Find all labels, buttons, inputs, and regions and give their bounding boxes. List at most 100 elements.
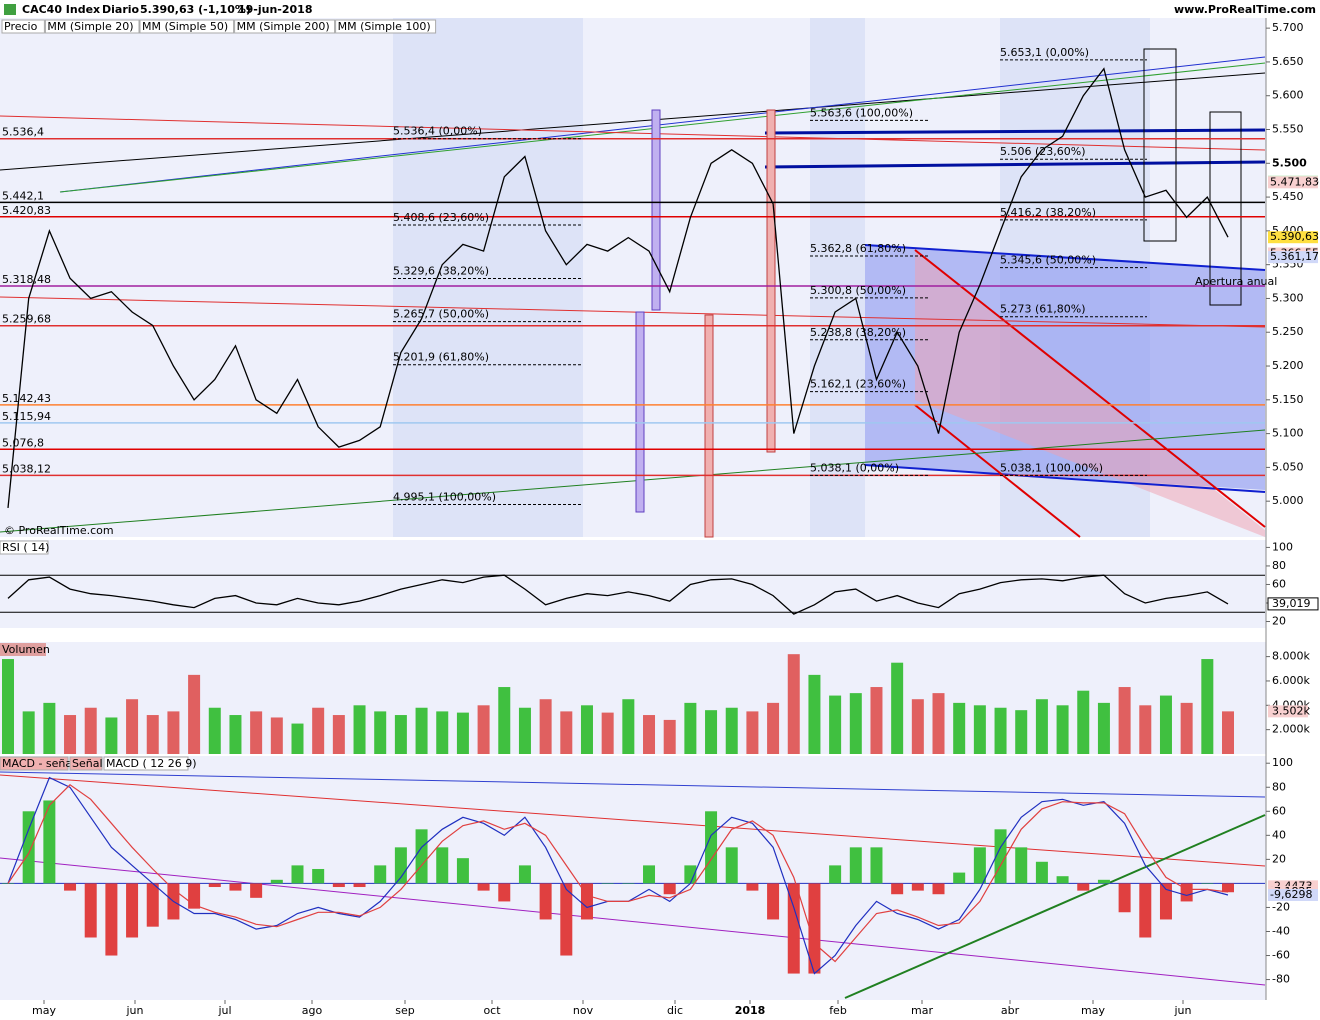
volume-bar [394, 715, 407, 754]
volume-bar [332, 715, 345, 754]
volume-bar [436, 711, 449, 754]
level-label: 5.038,12 [2, 462, 51, 475]
fib-zone [393, 18, 583, 537]
volume-bar [725, 707, 738, 754]
legend-entry: MM (Simple 50) [142, 20, 228, 33]
y-tick-label: 5.500 [1272, 156, 1307, 169]
volume-bar [663, 719, 676, 754]
trend-line [59, 62, 1266, 193]
fib-label: 5.408,6 (23,60%) [393, 211, 489, 224]
fib-label: 5.362,8 (61,80%) [810, 242, 906, 255]
histogram-bar [456, 858, 469, 884]
histogram-bar [270, 879, 283, 884]
level-label: 5.420,83 [2, 204, 51, 217]
legend-box [44, 19, 140, 34]
fib-label: 5.273 (61,80%) [1000, 303, 1086, 316]
histogram-bar [684, 865, 697, 884]
volume-bar [767, 702, 780, 754]
histogram-bar [353, 883, 366, 888]
legend-box [335, 19, 437, 34]
histogram-bar [1201, 883, 1214, 884]
highlight [1143, 48, 1177, 242]
value-tag [1268, 251, 1318, 264]
volume-bar [353, 705, 366, 754]
histogram-bar [767, 883, 780, 920]
x-tick-label: dic [667, 1004, 683, 1017]
value-tag-label: -9,6298 [1270, 888, 1312, 901]
histogram-bar [64, 883, 77, 891]
volume-bar [374, 711, 387, 754]
legend-box [103, 756, 189, 771]
y-tick-label: 5.100 [1272, 427, 1304, 440]
histogram-bar [1056, 876, 1069, 884]
y-tick-label: 100 [1272, 540, 1293, 553]
fib-label: 5.416,2 (38,20%) [1000, 206, 1096, 219]
y-tick-label: 100 [1272, 756, 1293, 769]
histogram-bar [415, 829, 428, 884]
y-tick-label: 5.050 [1272, 460, 1304, 473]
symbol: CAC40 Index [22, 3, 100, 16]
histogram-bar [539, 883, 552, 920]
y-tick-label: 60 [1272, 804, 1286, 817]
histogram-bar [891, 883, 904, 895]
fib-label: 5.238,8 (38,20%) [810, 326, 906, 339]
volume-bar [891, 662, 904, 754]
channel [915, 250, 1265, 537]
volume-bar [43, 702, 56, 754]
histogram-bar [146, 883, 159, 927]
y-tick-label: 5.200 [1272, 359, 1304, 372]
volume-bar [64, 715, 77, 754]
histogram-bar [1180, 883, 1193, 902]
fib-label: 5.563,6 (100,00%) [810, 106, 913, 119]
volume-bar [22, 711, 35, 754]
x-tick-label: feb [829, 1004, 847, 1017]
x-tick-label: jun [126, 1004, 144, 1017]
volume-bar [705, 710, 718, 754]
histogram-bar [374, 865, 387, 884]
panel-title: Volumen [2, 643, 50, 656]
fib-label: 5.201,9 (61,80%) [393, 351, 489, 364]
value-tag-label: 39,019 [1272, 597, 1311, 610]
value-tag [1268, 231, 1318, 244]
histogram-bar [518, 865, 531, 884]
x-tick-label: jun [1174, 1004, 1192, 1017]
volume-bar [973, 705, 986, 754]
volume-bar [932, 693, 945, 754]
volume-bar [456, 712, 469, 754]
y-tick-label: -20 [1272, 900, 1290, 913]
volume-bar [994, 707, 1007, 754]
histogram-bar [250, 883, 263, 898]
histogram-bar [663, 883, 676, 895]
volume-bar [126, 699, 139, 754]
volume-bar [911, 699, 924, 754]
y-tick-label: -60 [1272, 949, 1290, 962]
site: www.ProRealTime.com [1174, 3, 1316, 16]
level-label: 5.076,8 [2, 436, 44, 449]
volume-bar [477, 705, 490, 754]
value-tag-label: 5.361,17 [1270, 250, 1319, 263]
y-tick-label: 40 [1272, 828, 1286, 841]
volume-bar [1201, 659, 1214, 754]
legend-entry: MM (Simple 100) [338, 20, 431, 33]
histogram-bar [622, 883, 635, 884]
level-label: 5.318,48 [2, 273, 51, 286]
trend-line [844, 814, 1266, 999]
volume-bar [105, 717, 118, 754]
price-line [7, 67, 1229, 508]
y-tick-label: 5.450 [1272, 190, 1304, 203]
volume-bar [1035, 699, 1048, 754]
volume-bar [539, 699, 552, 754]
volume-bar [643, 715, 656, 754]
histogram-bar [1222, 883, 1234, 893]
trend-line [59, 56, 1266, 193]
value-tag-label: 3.502k [1272, 704, 1310, 717]
volume-bar [1015, 710, 1028, 754]
volume-bar [1097, 702, 1110, 754]
trend-line [764, 128, 1266, 135]
fib-label: 5.329,6 (38,20%) [393, 264, 489, 277]
fib-label: 5.162,1 (23,60%) [810, 378, 906, 391]
x-tick-label: oct [483, 1004, 501, 1017]
histogram-bar [932, 883, 945, 895]
trend-line [0, 771, 1266, 798]
volume-bar [146, 715, 159, 754]
